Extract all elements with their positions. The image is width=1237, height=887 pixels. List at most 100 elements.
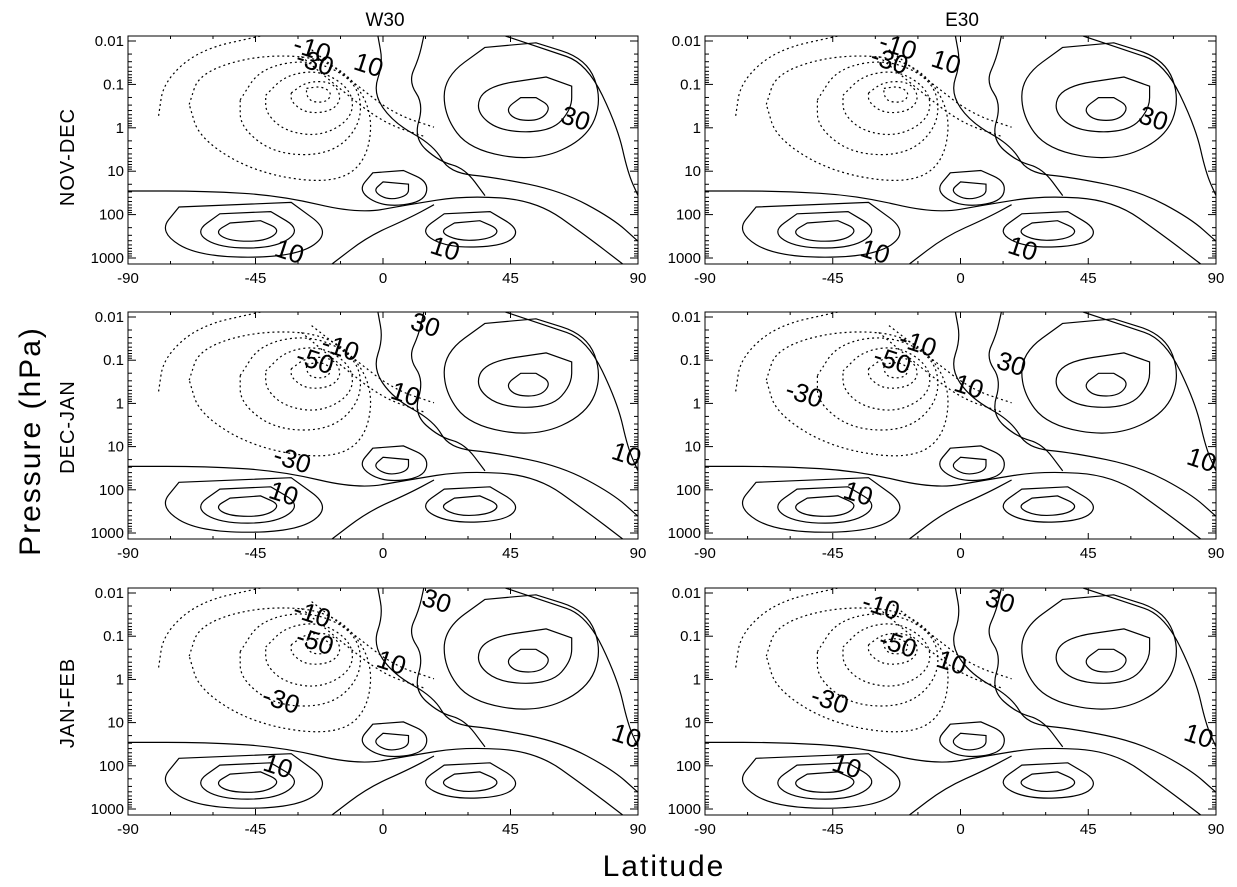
y-axis-title: Pressure (hPa) — [14, 326, 47, 556]
contour-positive — [375, 312, 638, 517]
contour-label: -30 — [782, 374, 827, 414]
contour-positive — [953, 312, 1216, 517]
y-tick-label: 0.1 — [103, 76, 124, 93]
contour-negative — [842, 71, 931, 136]
y-tick-label: 0.1 — [103, 352, 124, 369]
contour-positive — [425, 762, 517, 799]
contour-positive — [505, 588, 638, 748]
x-tick-label: -45 — [245, 545, 267, 562]
y-tick-label: 0.01 — [95, 585, 124, 602]
contour-positive — [375, 588, 638, 793]
contour-positive — [200, 486, 295, 524]
contour-positive — [952, 456, 987, 475]
contour-positive — [410, 36, 486, 196]
y-tick-label: 1 — [116, 395, 124, 412]
contour-label: 10 — [265, 474, 302, 511]
contour-negative — [816, 337, 939, 431]
y-tick-label: 0.01 — [95, 309, 124, 326]
x-tick-label: 45 — [1080, 270, 1097, 287]
contour-positive — [477, 352, 573, 408]
row-label-jan-feb: JAN-FEB — [57, 658, 79, 748]
contour-label: -50 — [876, 624, 921, 664]
y-tick-label: 10 — [684, 439, 701, 456]
contours-e30-nov-dec — [705, 36, 1216, 264]
contour-negative — [878, 56, 1002, 137]
contours-e30-jan-feb — [705, 588, 1216, 815]
contour-positive — [1002, 762, 1094, 799]
contour-positive — [1085, 372, 1127, 397]
contour-label: 30 — [407, 306, 444, 343]
row-label-dec-jan: DEC-JAN — [57, 380, 79, 474]
contour-positive — [909, 479, 1012, 539]
contour-positive — [477, 628, 573, 684]
contour-label: 10 — [1005, 230, 1042, 267]
x-tick-label: 45 — [1080, 545, 1097, 562]
contour-positive — [1021, 42, 1177, 159]
contour-positive — [442, 771, 498, 792]
contour-positive — [705, 741, 1202, 815]
contour-positive — [795, 771, 855, 793]
y-tick-label: 100 — [99, 207, 124, 224]
contour-positive — [331, 479, 435, 539]
y-tick-label: 100 — [99, 482, 124, 499]
row-label-nov-dec: NOV-DEC — [57, 108, 79, 206]
contour-positive — [1055, 628, 1151, 684]
y-tick-label: 10 — [107, 439, 124, 456]
contour-label: 30 — [993, 345, 1030, 382]
contour-negative — [816, 61, 939, 156]
contour-negative — [888, 325, 1012, 404]
contour-label: 10 — [951, 367, 988, 404]
contour-negative — [888, 49, 1012, 128]
contour-negative — [158, 36, 261, 116]
contour-label: 10 — [373, 643, 410, 680]
y-tick-label: 0.1 — [103, 628, 124, 645]
contour-positive — [375, 732, 410, 751]
y-tick-label: 1000 — [668, 525, 701, 542]
contour-positive — [164, 477, 324, 533]
contour-positive — [361, 169, 428, 206]
contour-label: 10 — [608, 717, 645, 754]
column-title-e30: E30 — [945, 10, 979, 31]
contour-negative — [816, 613, 939, 707]
contour-negative — [765, 331, 949, 457]
contour-negative — [867, 632, 918, 665]
contour-negative — [311, 325, 435, 404]
contour-label: -30 — [258, 680, 303, 720]
x-tick-label: 45 — [502, 821, 519, 838]
contours-w30-jan-feb — [128, 588, 638, 815]
contour-negative — [883, 362, 909, 379]
x-tick-label: -90 — [694, 270, 716, 287]
contour-positive — [442, 495, 498, 516]
contour-negative — [867, 356, 918, 389]
contour-negative — [265, 71, 354, 136]
x-tick-label: 90 — [630, 270, 647, 287]
contour-positive — [128, 465, 624, 539]
x-tick-label: -90 — [117, 270, 139, 287]
contour-negative — [239, 613, 362, 707]
contour-positive — [443, 42, 600, 159]
y-tick-label: 0.1 — [680, 76, 701, 93]
contour-positive — [164, 753, 324, 809]
x-tick-label: -90 — [694, 821, 716, 838]
contour-positive — [375, 181, 410, 200]
contour-positive — [1055, 352, 1151, 408]
contour-positive — [1082, 588, 1216, 748]
y-tick-label: 100 — [676, 207, 701, 224]
y-tick-label: 10 — [107, 715, 124, 732]
contour-negative — [878, 607, 1002, 689]
x-tick-label: 45 — [502, 270, 519, 287]
x-tick-label: 90 — [630, 545, 647, 562]
contour-positive — [795, 220, 855, 242]
x-tick-label: 0 — [956, 545, 964, 562]
contour-positive — [361, 445, 428, 482]
contour-negative — [878, 331, 1002, 413]
contour-positive — [988, 588, 1064, 748]
contour-positive — [777, 762, 873, 800]
contour-positive — [128, 741, 624, 815]
contour-negative — [735, 312, 839, 392]
contour-negative — [290, 356, 341, 389]
x-axis-title: Latitude — [603, 850, 726, 882]
contour-negative — [735, 36, 839, 116]
contour-label: -30 — [270, 440, 315, 480]
contour-label: 10 — [387, 375, 424, 412]
